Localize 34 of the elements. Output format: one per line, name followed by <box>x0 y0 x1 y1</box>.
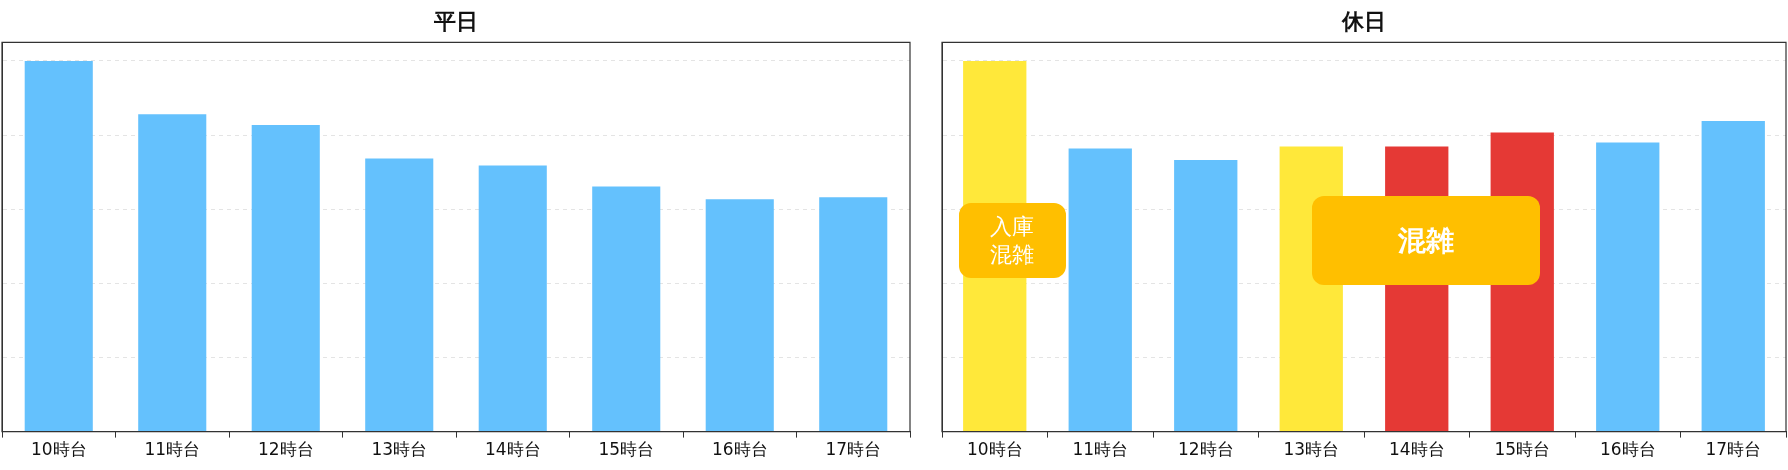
x-tick-label: 14時台 <box>484 439 541 460</box>
annotation: 混雑 <box>1398 223 1454 258</box>
x-tick-label: 15時台 <box>1494 439 1551 460</box>
x-tick-label: 13時台 <box>1283 439 1340 460</box>
bar <box>819 197 888 432</box>
chart-title: 平日 <box>433 8 478 34</box>
x-tick-label: 16時台 <box>1599 439 1656 460</box>
chart-title: 休日 <box>1341 8 1386 34</box>
x-tick-label: 11時台 <box>1072 439 1129 460</box>
callout-box: 混雑 <box>1312 196 1540 285</box>
x-tick-label: 17時台 <box>1705 439 1762 460</box>
x-tick-label: 10時台 <box>966 439 1023 460</box>
x-tick-label: 12時台 <box>257 439 314 460</box>
bar <box>24 60 93 432</box>
bar <box>1701 120 1765 432</box>
bar <box>705 199 774 432</box>
callout-box: 入庫混雑 <box>959 203 1066 278</box>
bar <box>251 125 320 432</box>
x-tick-label: 12時台 <box>1177 439 1234 460</box>
bar <box>365 158 434 432</box>
x-tick-label: 16時台 <box>711 439 768 460</box>
bar <box>1596 142 1660 432</box>
bar <box>1068 148 1132 432</box>
x-tick-label: 13時台 <box>371 439 428 460</box>
annotation: 入庫混雑 <box>989 213 1036 268</box>
x-tick-label: 10時台 <box>30 439 87 460</box>
bar <box>1174 159 1238 432</box>
bar <box>138 114 207 432</box>
bar <box>478 165 547 432</box>
bar <box>592 186 661 432</box>
x-tick-label: 14時台 <box>1388 439 1445 460</box>
x-tick-label: 17時台 <box>825 439 882 460</box>
x-tick-label: 11時台 <box>144 439 201 460</box>
x-tick-label: 15時台 <box>598 439 655 460</box>
